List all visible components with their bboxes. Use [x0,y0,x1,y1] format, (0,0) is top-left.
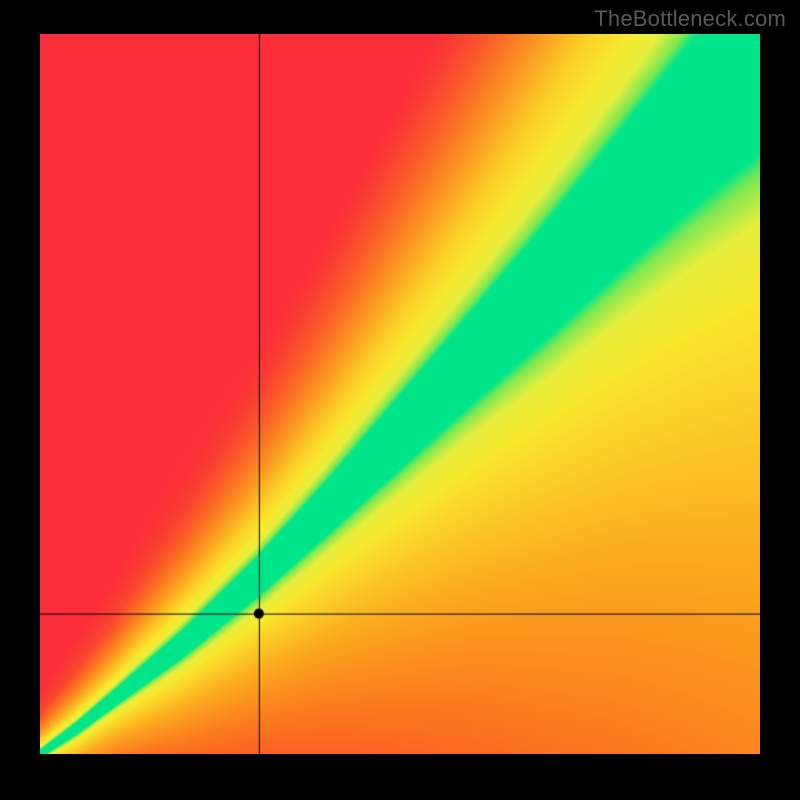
watermark-label: TheBottleneck.com [594,6,786,32]
bottleneck-heatmap [40,34,760,754]
heatmap-canvas [40,34,760,754]
